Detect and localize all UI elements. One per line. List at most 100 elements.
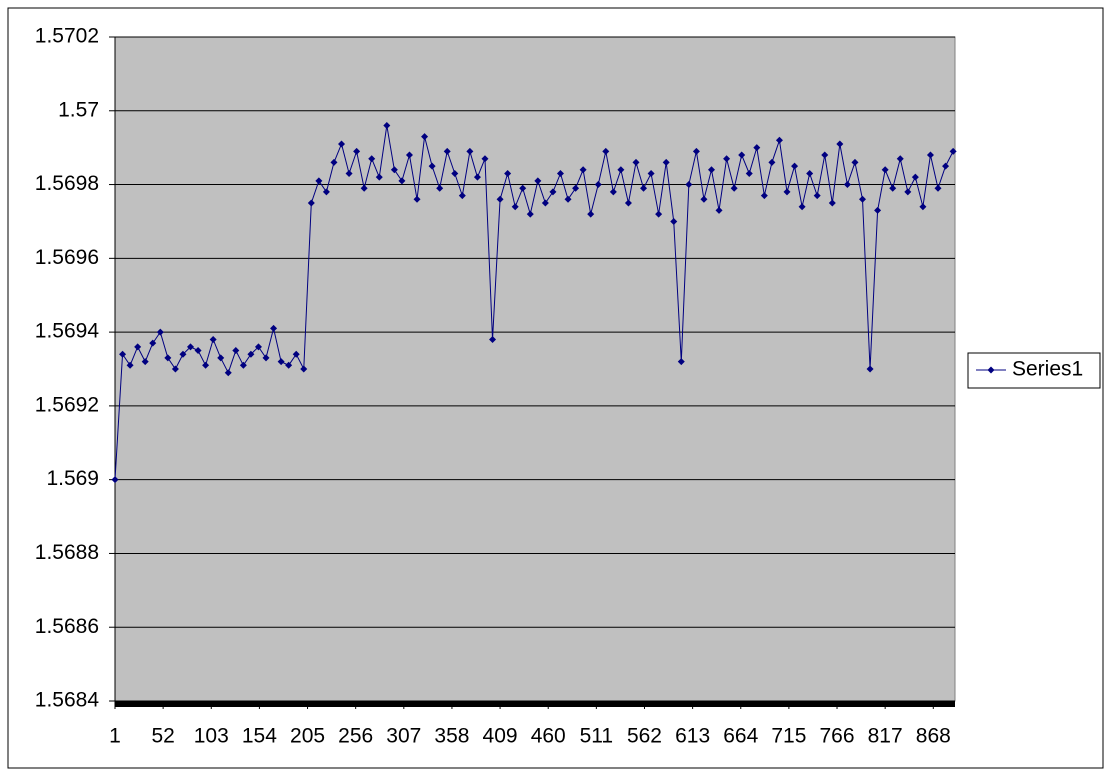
- marker: [368, 155, 376, 163]
- x-tick-label: 256: [338, 725, 373, 748]
- marker: [851, 158, 859, 166]
- marker: [556, 169, 564, 177]
- marker: [843, 181, 851, 189]
- marker: [254, 343, 262, 351]
- marker: [126, 361, 134, 369]
- marker: [791, 162, 799, 170]
- x-tick-label: 52: [151, 725, 174, 748]
- marker: [692, 147, 700, 155]
- x-tick-label: 562: [627, 725, 662, 748]
- marker: [239, 361, 247, 369]
- marker: [202, 361, 210, 369]
- marker: [919, 203, 927, 211]
- marker: [587, 210, 595, 218]
- marker: [473, 173, 481, 181]
- x-tick-label: 409: [483, 725, 518, 748]
- marker: [398, 177, 406, 185]
- marker: [330, 158, 338, 166]
- marker: [451, 169, 459, 177]
- marker: [647, 169, 655, 177]
- marker: [700, 195, 708, 203]
- marker: [292, 350, 300, 358]
- marker: [119, 350, 127, 358]
- x-tick-label: 868: [916, 725, 951, 748]
- marker: [579, 166, 587, 174]
- marker: [179, 350, 187, 358]
- marker: [164, 354, 172, 362]
- marker: [421, 133, 429, 141]
- marker: [617, 166, 625, 174]
- marker: [715, 206, 723, 214]
- marker: [624, 199, 632, 207]
- marker: [942, 162, 950, 170]
- x-tick-label: 205: [290, 725, 325, 748]
- marker: [541, 199, 549, 207]
- x-axis-tick-band: [115, 701, 955, 707]
- marker: [685, 181, 693, 189]
- marker: [677, 358, 685, 366]
- y-tick-label: 1.5696: [35, 246, 99, 269]
- marker: [111, 476, 119, 484]
- marker: [436, 184, 444, 192]
- marker: [609, 188, 617, 196]
- marker: [277, 358, 285, 366]
- y-tick-label: 1.5694: [35, 320, 100, 343]
- marker: [232, 347, 240, 355]
- marker: [655, 210, 663, 218]
- x-tick-label: 307: [386, 725, 421, 748]
- x-tick-label: 766: [819, 725, 854, 748]
- marker: [285, 361, 293, 369]
- marker: [149, 339, 157, 347]
- marker: [171, 365, 179, 373]
- marker: [896, 155, 904, 163]
- marker: [390, 166, 398, 174]
- marker: [768, 158, 776, 166]
- x-tick-label: 511: [580, 725, 613, 748]
- marker: [821, 151, 829, 159]
- marker: [775, 136, 783, 144]
- marker: [187, 343, 195, 351]
- marker: [307, 199, 315, 207]
- y-tick-label: 1.5698: [35, 172, 99, 195]
- marker: [889, 184, 897, 192]
- marker: [338, 140, 346, 148]
- marker: [874, 206, 882, 214]
- y-tick-label: 1.569: [46, 467, 99, 490]
- marker: [662, 158, 670, 166]
- marker: [224, 369, 232, 377]
- marker: [443, 147, 451, 155]
- marker: [859, 195, 867, 203]
- marker: [745, 169, 753, 177]
- y-tick-label: 1.5692: [35, 393, 99, 416]
- y-tick-label: 1.5686: [35, 615, 99, 638]
- marker: [798, 203, 806, 211]
- marker: [526, 210, 534, 218]
- marker: [262, 354, 270, 362]
- marker: [730, 184, 738, 192]
- marker: [949, 147, 957, 155]
- marker: [632, 158, 640, 166]
- marker: [828, 199, 836, 207]
- marker: [217, 354, 225, 362]
- marker: [881, 166, 889, 174]
- marker: [458, 192, 466, 200]
- marker: [194, 347, 202, 355]
- marker: [806, 169, 814, 177]
- marker: [836, 140, 844, 148]
- marker: [783, 188, 791, 196]
- y-tick-label: 1.5688: [35, 541, 99, 564]
- marker: [723, 155, 731, 163]
- marker: [428, 162, 436, 170]
- marker: [549, 188, 557, 196]
- marker: [496, 195, 504, 203]
- legend-label: Series1: [1012, 358, 1083, 381]
- marker: [934, 184, 942, 192]
- marker: [707, 166, 715, 174]
- marker: [345, 169, 353, 177]
- marker: [322, 188, 330, 196]
- marker: [315, 177, 323, 185]
- x-tick-label: 613: [675, 725, 710, 748]
- marker: [534, 177, 542, 185]
- marker: [209, 335, 217, 343]
- marker: [134, 343, 142, 351]
